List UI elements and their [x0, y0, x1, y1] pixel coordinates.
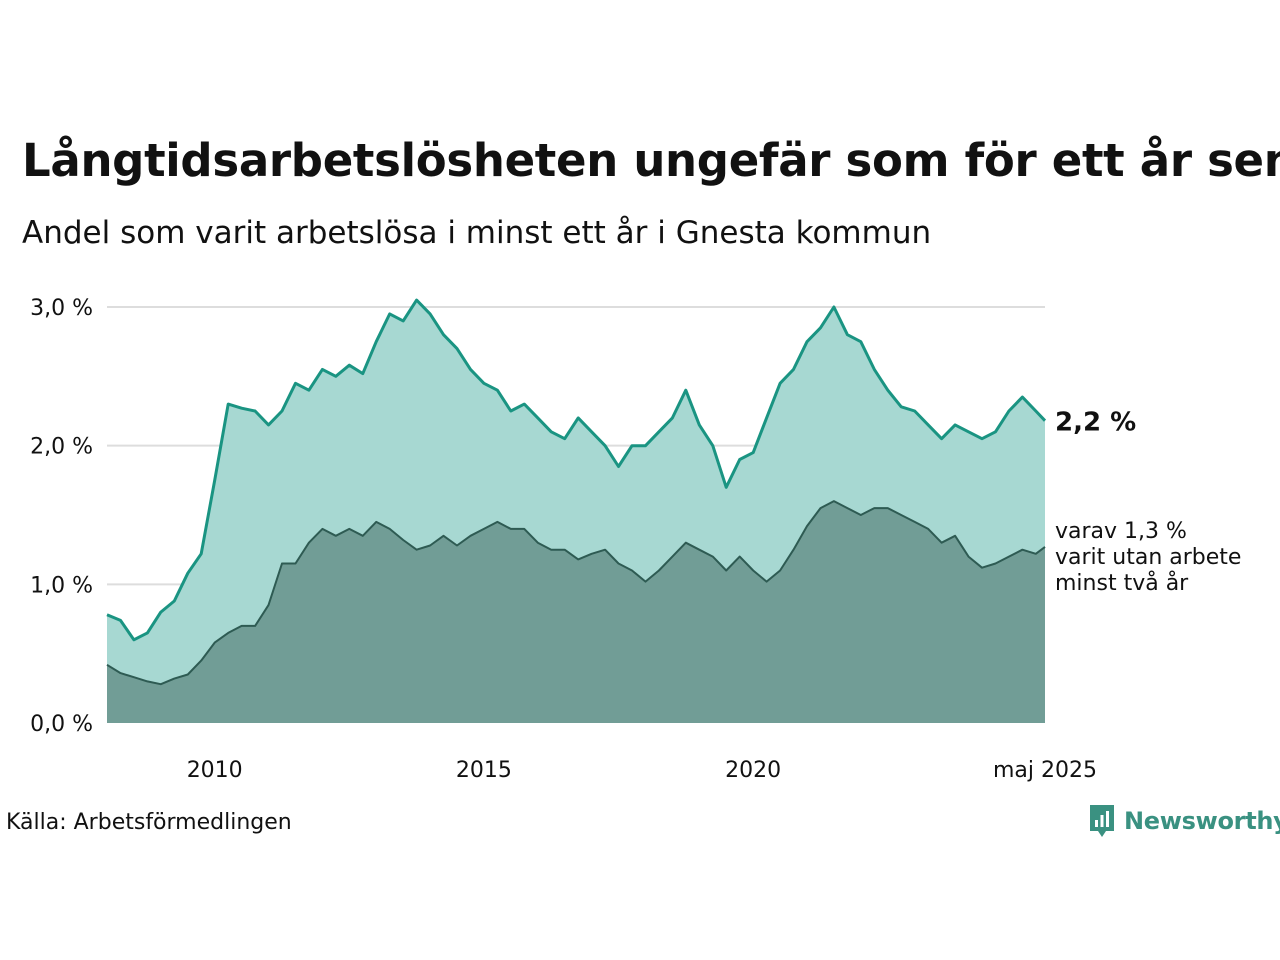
area-chart: 0,0 % 1,0 % 2,0 % 3,0 % 2010 2015 2020 maj 2025… — [30, 296, 1241, 783]
x-tick-label: maj 2025 — [993, 758, 1097, 783]
chart-lines — [106, 298, 1047, 686]
y-tick-label: 2,0 % — [30, 435, 93, 460]
y-tick-label: 1,0 % — [30, 573, 93, 598]
x-tick-label: 2010 — [187, 758, 243, 783]
lower-series-end-label: minst två år — [1055, 570, 1189, 596]
chart-title: Långtidsarbetslösheten ungefär som för e… — [22, 134, 1280, 187]
newsworthy-logo-icon — [1090, 805, 1114, 837]
lower-series-line — [106, 500, 1046, 686]
lower-series-end-label: varit utan arbete — [1055, 545, 1241, 570]
chart-areas — [107, 300, 1045, 723]
lower-series-end-label: varav 1,3 % — [1055, 519, 1187, 544]
chart-subtitle: Andel som varit arbetslösa i minst ett å… — [22, 215, 932, 251]
axis-labels: 0,0 % 1,0 % 2,0 % 3,0 % 2010 2015 2020 maj 2025 — [30, 296, 1097, 783]
y-tick-label: 0,0 % — [30, 712, 93, 737]
brand-logo: Newsworthy — [1088, 803, 1280, 839]
source-note: Källa: Arbetsförmedlingen — [6, 810, 292, 835]
y-tick-label: 3,0 % — [30, 296, 93, 321]
x-tick-label: 2020 — [725, 758, 781, 783]
lower-series-area — [107, 501, 1045, 723]
upper-series-line — [106, 298, 1047, 642]
x-tick-label: 2015 — [456, 758, 512, 783]
brand-name: Newsworthy — [1124, 807, 1280, 835]
upper-series-end-label: 2,2 % — [1055, 408, 1136, 438]
